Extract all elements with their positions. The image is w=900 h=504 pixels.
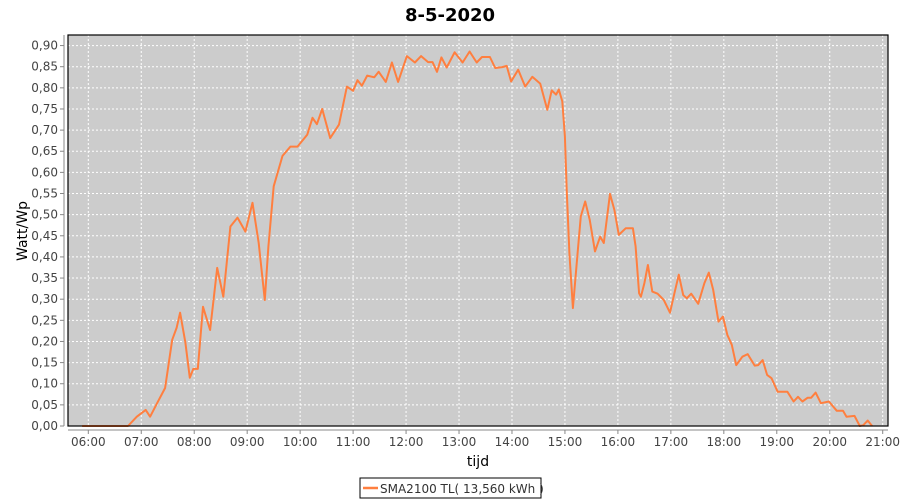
x-tick-label: 18:00 [707, 435, 742, 449]
x-tick-label: 21:00 [865, 435, 900, 449]
x-tick-label: 10:00 [283, 435, 318, 449]
y-tick-label: 0,55 [31, 187, 58, 201]
y-axis-ticks: 0,00 0,05 0,10 0,15 0,20 0,25 0,30 0,35 0,40 0,45… [31, 39, 64, 433]
legend-entry: SMA2100 TL( 13,560 kWh ) [380, 482, 544, 496]
series-line [82, 50, 873, 427]
grid [68, 35, 888, 427]
y-tick-label: 0,40 [31, 250, 58, 264]
legend: SMA2100 TL( 13,560 kWh ) [359, 477, 544, 499]
x-tick-label: 15:00 [548, 435, 583, 449]
x-tick-label: 13:00 [442, 435, 477, 449]
y-tick-label: 0,45 [31, 229, 58, 243]
x-tick-label: 07:00 [124, 435, 159, 449]
y-tick-label: 0,80 [31, 81, 58, 95]
y-tick-label: 0,75 [31, 102, 58, 116]
y-tick-label: 0,65 [31, 144, 58, 158]
chart-title: 8-5-2020 [405, 5, 495, 26]
x-axis-label: tijd [467, 454, 489, 470]
y-tick-label: 0,60 [31, 165, 58, 179]
x-tick-label: 08:00 [177, 435, 212, 449]
y-tick-label: 0,35 [31, 271, 58, 285]
x-tick-label: 14:00 [495, 435, 530, 449]
x-tick-label: 17:00 [654, 435, 689, 449]
x-tick-label: 16:00 [601, 435, 636, 449]
x-axis-ticks: 06:00 07:00 08:00 09:00 10:00 11:00 12:00 13:00… [71, 430, 900, 449]
y-tick-label: 0,20 [31, 334, 58, 348]
x-tick-label: 12:00 [389, 435, 424, 449]
legend-box [359, 477, 542, 499]
y-tick-label: 0,05 [31, 398, 58, 412]
y-tick-label: 0,90 [31, 39, 58, 53]
y-tick-label: 0,25 [31, 313, 58, 327]
y-tick-label: 0,10 [31, 377, 58, 391]
x-tick-label: 09:00 [230, 435, 265, 449]
series-layer [82, 50, 873, 427]
x-tick-label: 20:00 [812, 435, 847, 449]
x-tick-label: 19:00 [759, 435, 794, 449]
y-tick-label: 0,50 [31, 208, 58, 222]
y-tick-label: 0,00 [31, 419, 58, 433]
plot-border [67, 34, 889, 427]
y-axis-label: Watt/Wp [15, 201, 31, 261]
x-tick-label: 06:00 [71, 435, 106, 449]
x-tick-label: 11:00 [336, 435, 371, 449]
y-tick-label: 0,85 [31, 60, 58, 74]
y-tick-label: 0,70 [31, 123, 58, 137]
y-tick-label: 0,30 [31, 292, 58, 306]
y-tick-label: 0,15 [31, 356, 58, 370]
